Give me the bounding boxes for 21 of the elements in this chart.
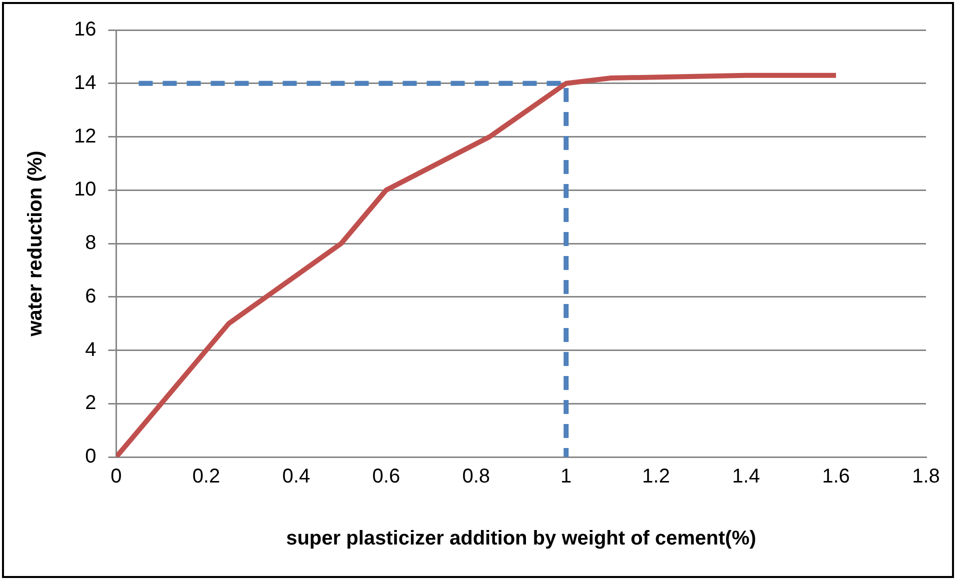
x-tick-label: 0.6 bbox=[372, 466, 400, 488]
x-tick-label: 0.8 bbox=[462, 466, 490, 488]
x-tick-label: 1.6 bbox=[822, 466, 850, 488]
y-tick-label: 12 bbox=[74, 125, 96, 148]
y-tick-label: 2 bbox=[85, 392, 96, 414]
y-tick-label: 16 bbox=[74, 18, 96, 41]
x-tick-label: 1 bbox=[560, 466, 572, 488]
y-tick-label: 4 bbox=[85, 338, 96, 361]
x-tick-label: 0.2 bbox=[192, 466, 220, 488]
y-tick-label: 10 bbox=[74, 178, 96, 201]
x-tick-label: 1.4 bbox=[732, 466, 760, 488]
x-tick-label: 0.4 bbox=[282, 466, 310, 488]
y-tick-label: 0 bbox=[85, 446, 96, 468]
x-tick-label: 1.8 bbox=[912, 466, 940, 488]
y-axis-title: water reduction (%) bbox=[24, 150, 47, 338]
x-tick-label: 1.2 bbox=[642, 466, 670, 488]
y-tick-label: 6 bbox=[85, 285, 96, 308]
x-axis-title: super plasticizer addition by weight of cement(%) bbox=[286, 528, 756, 550]
y-tick-label: 8 bbox=[85, 232, 96, 254]
x-tick-label: 0 bbox=[110, 466, 122, 488]
y-tick-label: 14 bbox=[74, 72, 96, 94]
